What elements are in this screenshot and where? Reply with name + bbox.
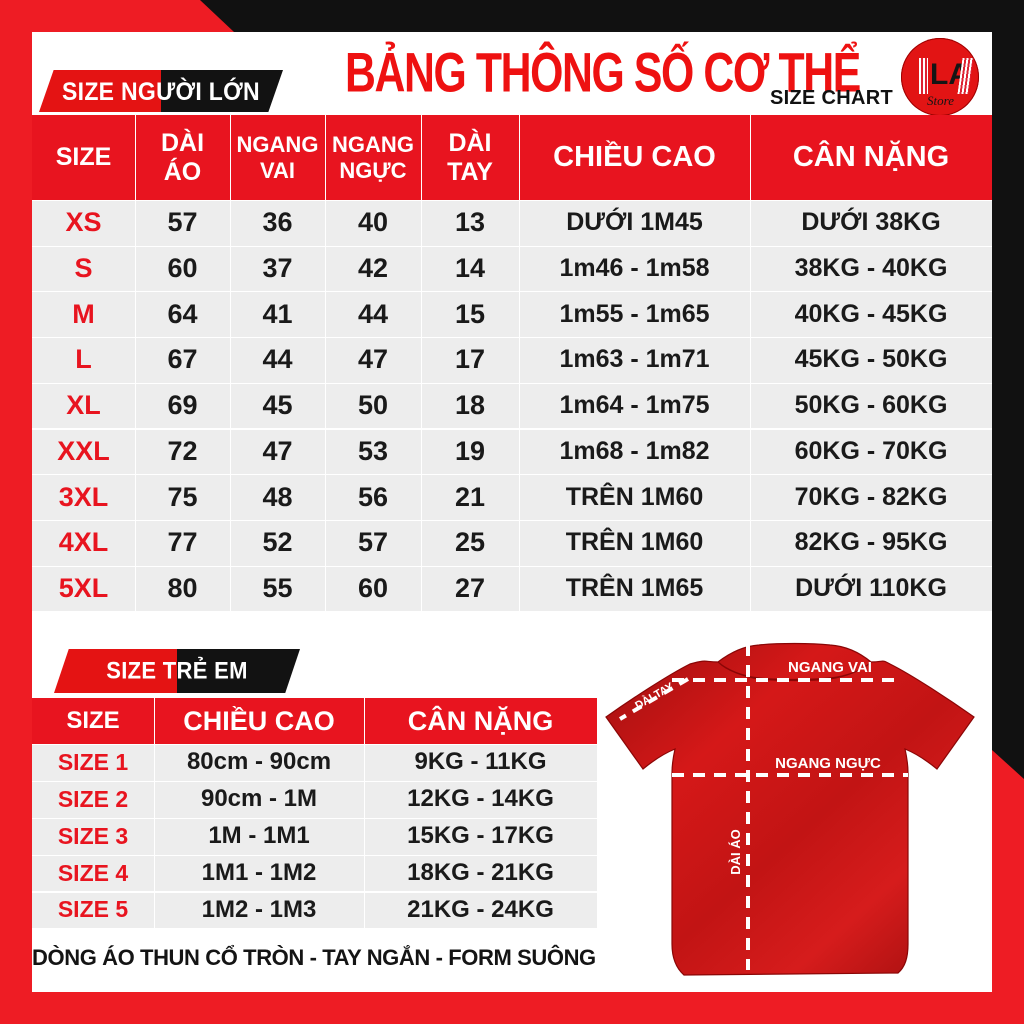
svg-text:NGANG NGỰC: NGANG NGỰC [775, 755, 881, 772]
svg-text:NGANG VAI: NGANG VAI [788, 659, 872, 676]
svg-text:DÀI ÁO: DÀI ÁO [728, 829, 743, 875]
